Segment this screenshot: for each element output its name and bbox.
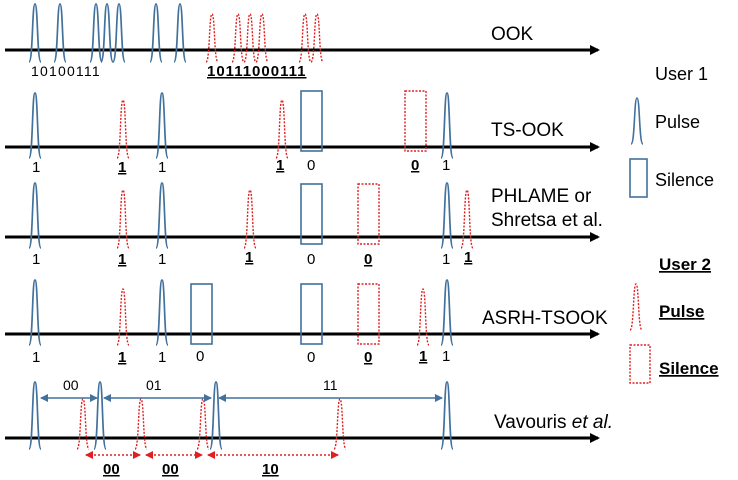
row-label-asrh: ASRH-TSOOK [482, 308, 608, 329]
asrh-bit-user2: 0 [364, 349, 372, 366]
row-label-phlame-line2: Shretsa et al. [491, 210, 603, 231]
asrh-bit: 0 [196, 348, 204, 365]
phlame-user1-pulse [28, 182, 42, 249]
tsook-user1-pulse [440, 92, 454, 159]
asrh-user2-silence [357, 283, 380, 345]
phlame-bit-user2: 0 [364, 251, 372, 268]
phlame-bit-user2: 1 [118, 251, 126, 268]
row-label-vavouris: Vavouris et al. [494, 412, 613, 433]
ook-user2-pulse [255, 13, 269, 63]
tsook-bit: 1 [158, 159, 166, 176]
ook-user1-pulse [112, 3, 126, 63]
phlame-user2-pulse [116, 189, 130, 249]
ook-user1-pulse [173, 3, 187, 63]
legend-user1-pulse-icon [630, 97, 644, 145]
phlame-bit: 1 [442, 251, 450, 268]
ook-user2-pulse [310, 13, 324, 63]
vavouris-user2-symbol: 00 [162, 461, 179, 478]
asrh-bit-user2: 1 [419, 348, 427, 365]
ook-user2-pulse [243, 13, 257, 63]
tsook-bit: 0 [307, 157, 315, 174]
row-label-tsook: TS-OOK [491, 120, 564, 141]
tsook-user1-pulse [28, 92, 42, 159]
asrh-user1-pulse [28, 279, 42, 346]
asrh-bit-user2: 1 [118, 349, 126, 366]
tsook-user2-silence [404, 90, 427, 152]
phlame-bit: 1 [32, 251, 40, 268]
phlame-user1-pulse [155, 182, 169, 249]
asrh-user2-pulse [116, 288, 130, 346]
phlame-user1-silence [300, 183, 323, 245]
phlame-bit: 1 [158, 251, 166, 268]
asrh-bit: 0 [307, 349, 315, 366]
legend-user2-pulse-label: Pulse [659, 302, 704, 321]
ook-user1-pulse [89, 3, 103, 63]
asrh-user2-pulse [416, 288, 430, 346]
vavouris-user1-symbol: 00 [63, 377, 79, 393]
vavouris-user2-symbol: 10 [262, 461, 279, 478]
vavouris-user1-pulse [28, 381, 42, 450]
tsook-bit-user2: 1 [118, 159, 126, 176]
ook-user1-bits: 10100111 [31, 63, 101, 79]
ook-user2-pulse [205, 13, 219, 63]
vavouris-user2-pulse [76, 398, 90, 450]
ook-user1-pulse [28, 3, 42, 63]
legend-user2-silence-icon [629, 344, 651, 384]
asrh-bit: 1 [32, 349, 40, 366]
legend-user2-pulse-icon [629, 283, 643, 331]
legend-user2-silence-label: Silence [659, 359, 719, 378]
tsook-bit-user2: 1 [276, 157, 284, 174]
phlame-user2-pulse [243, 189, 257, 249]
legend-user1-silence-label: Silence [655, 170, 714, 190]
phlame-user2-pulse [460, 189, 474, 249]
vavouris-user1-symbol: 11 [323, 377, 338, 393]
tsook-user1-pulse [155, 92, 169, 159]
vavouris-user2-pulse [196, 398, 210, 450]
tsook-user2-pulse [116, 99, 130, 159]
ook-user1-pulse [53, 3, 67, 63]
ook-user1-pulse [149, 3, 163, 63]
asrh-user1-silence [300, 283, 323, 345]
vavouris-user1-pulse [209, 381, 223, 450]
row-label-ook: OOK [491, 24, 534, 45]
asrh-user1-silence [190, 283, 213, 345]
vavouris-user2-symbol: 00 [103, 461, 120, 478]
phlame-bit: 0 [307, 251, 315, 268]
ook-user2-pulse [298, 13, 312, 63]
legend-user2-title: User 2 [659, 255, 711, 274]
vavouris-user1-pulse [93, 381, 107, 450]
ook-user1-pulse [100, 3, 114, 63]
vavouris-user1-symbol: 01 [146, 377, 162, 393]
tsook-bit: 1 [32, 159, 40, 176]
phlame-bit-user2: 1 [464, 249, 472, 266]
tsook-bit-user2: 0 [411, 157, 419, 174]
phlame-user1-pulse [440, 182, 454, 249]
asrh-user1-pulse [155, 279, 169, 346]
legend-user1-title: User 1 [655, 64, 708, 84]
ook-user2-pulse [231, 13, 245, 63]
asrh-user1-pulse [440, 279, 454, 346]
ook-user2-bits: 10111000111 [207, 63, 306, 80]
asrh-bit: 1 [158, 349, 166, 366]
vavouris-user1-pulse [440, 381, 454, 450]
legend-user1-silence-icon [629, 158, 648, 198]
vavouris-user2-pulse [134, 398, 148, 450]
tsook-user2-pulse [275, 99, 289, 159]
legend-user1-pulse-label: Pulse [655, 112, 700, 132]
row-label-phlame-line1: PHLAME or [491, 186, 592, 207]
phlame-bit-user2: 1 [245, 249, 253, 266]
tsook-user1-silence [300, 90, 323, 152]
vavouris-user2-pulse [333, 398, 347, 450]
tsook-bit: 1 [442, 157, 450, 174]
phlame-user2-silence [357, 183, 380, 245]
asrh-bit: 1 [442, 348, 450, 365]
